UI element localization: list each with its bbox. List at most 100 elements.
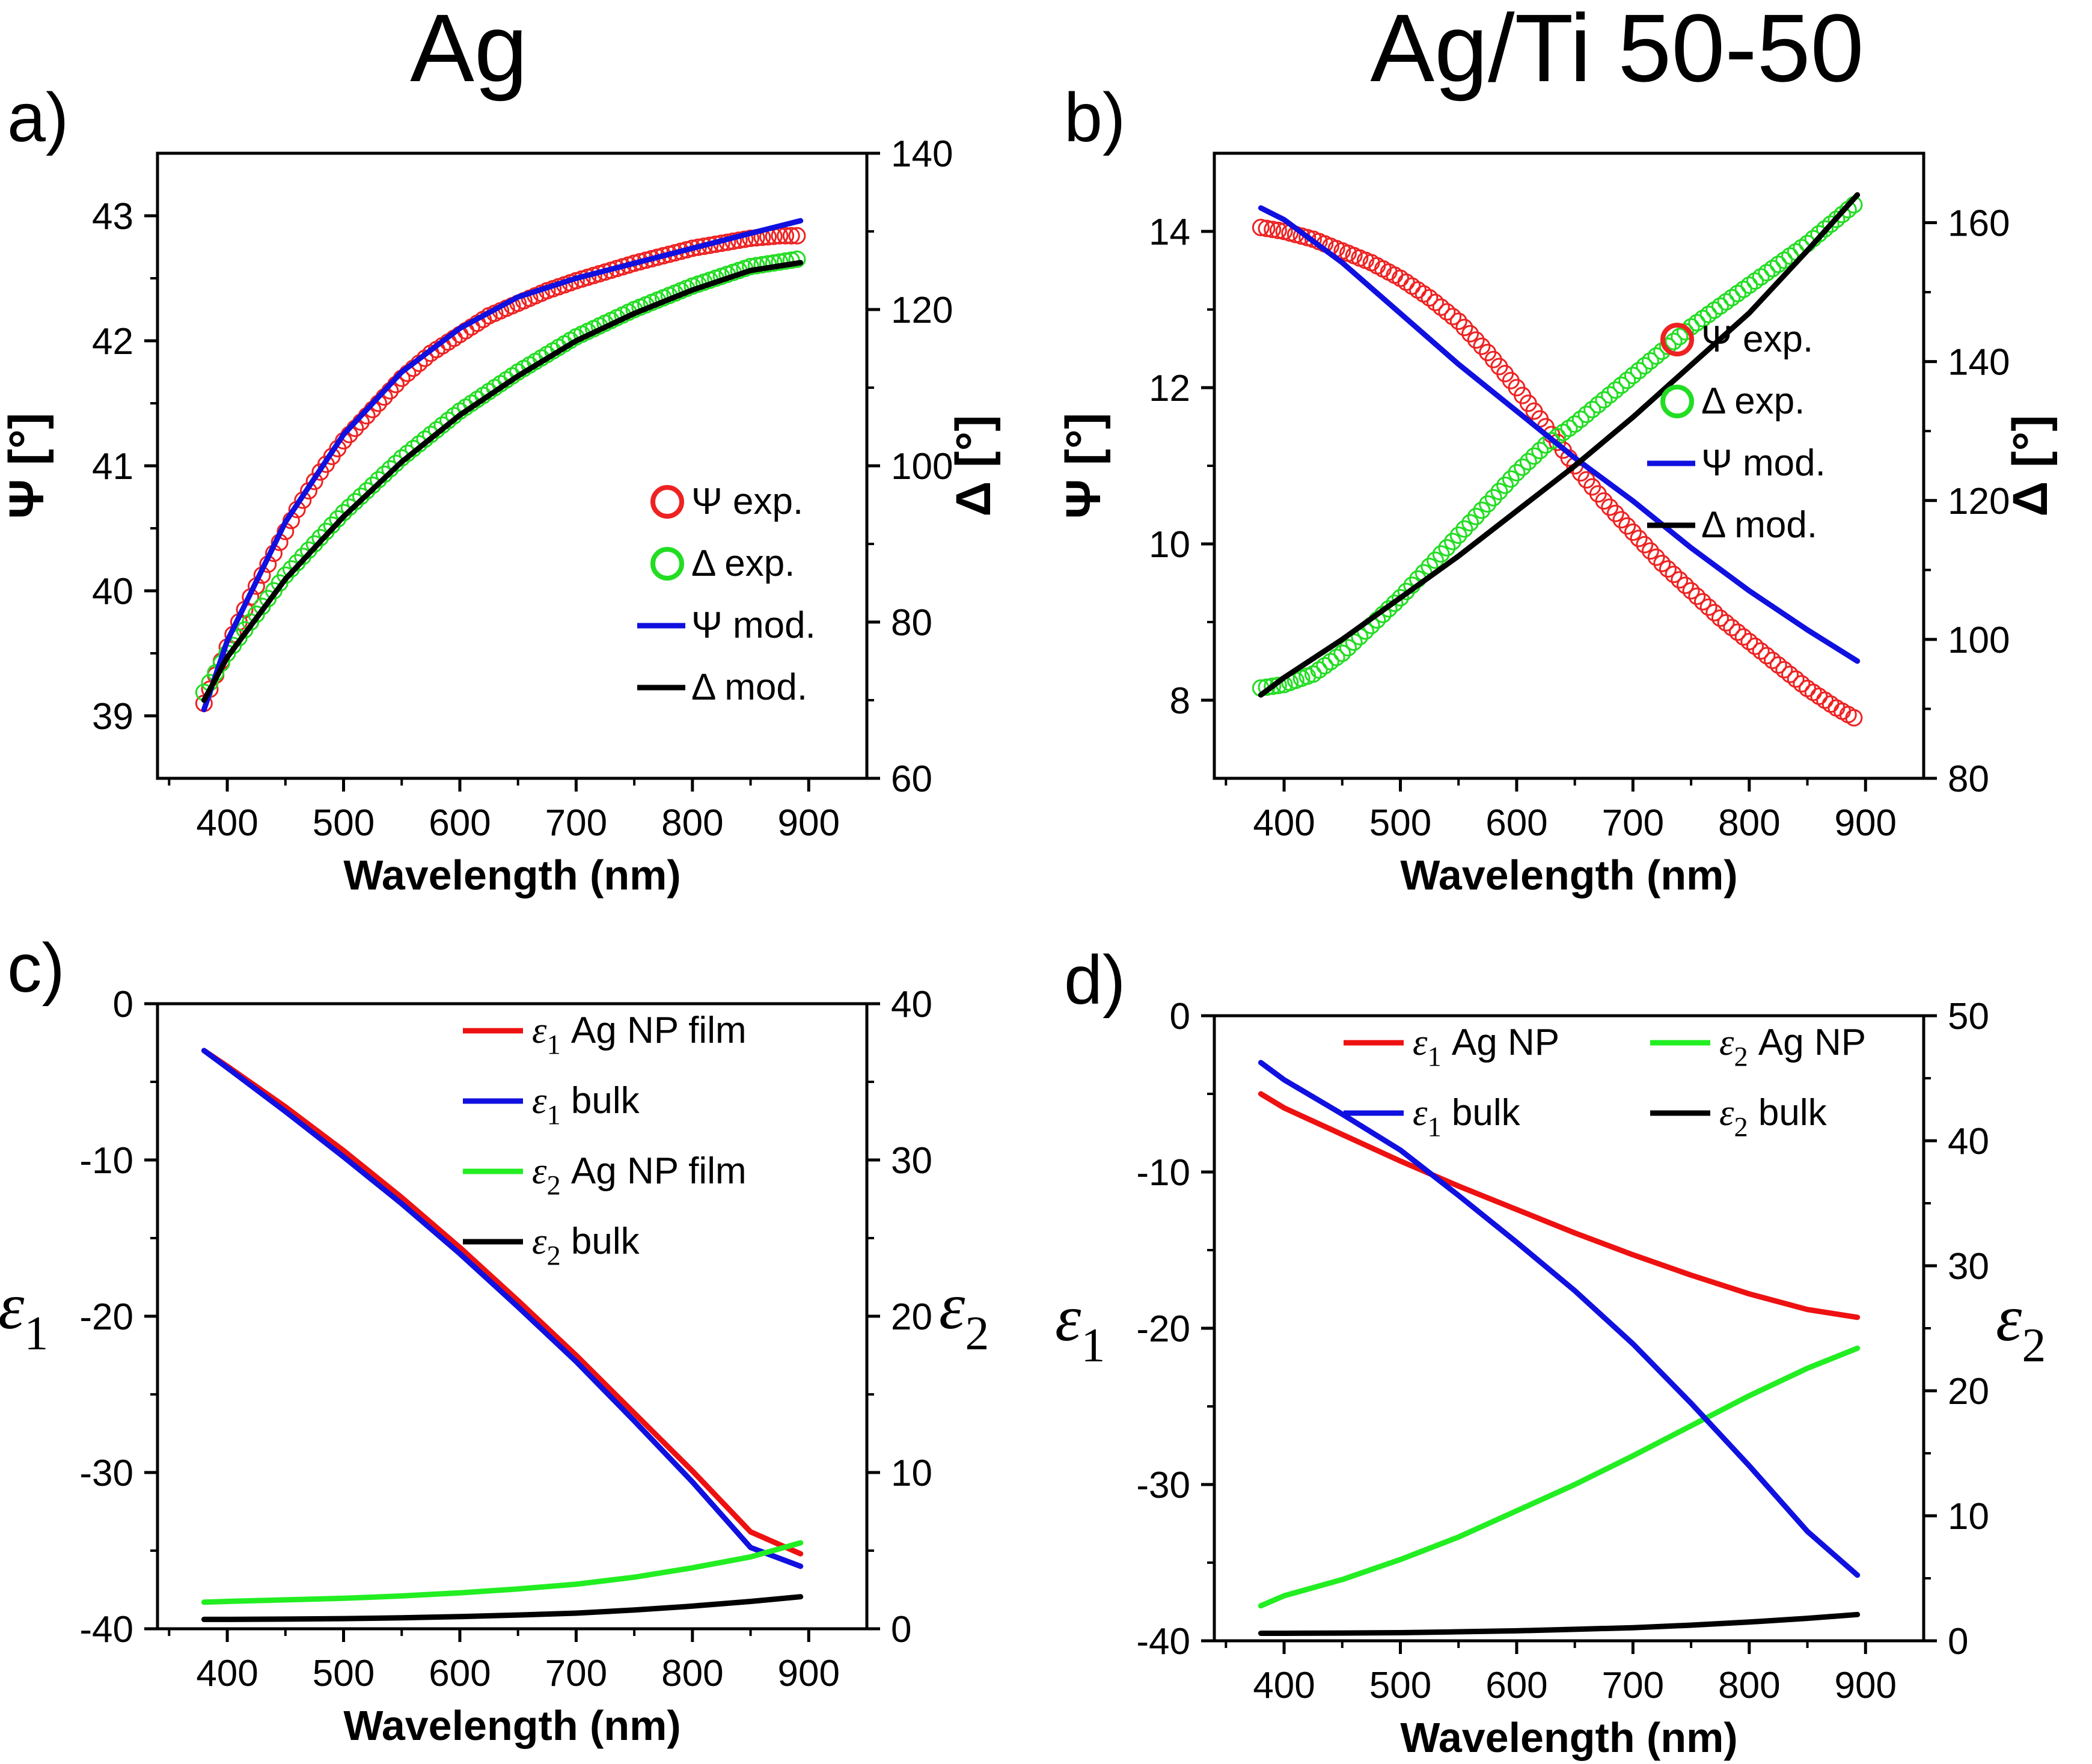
legend: Ψ exp. Δ exp. Ψ mod. Δ mod. [1647,319,1826,546]
y2-tick-label: 20 [891,1296,932,1338]
series-line [201,218,804,713]
x-tick-label: 400 [1253,1665,1315,1706]
panel-label: a) [7,79,69,156]
data-point [1258,219,1276,237]
panel-c: c) 400 500 600 700 800 900 0 -10 -20 -30 -40 0 10 20 30… [0,930,989,1749]
x-tick-label: 800 [661,802,723,844]
data-point [1392,589,1410,607]
legend: ε1 Ag NP film ε1 bulk ε2 Ag NP film ε2 bulk [463,1010,747,1272]
data-point [1688,587,1706,605]
x-axis-label: Wavelength (nm) [343,1702,681,1749]
data-point [1671,571,1689,589]
data-point [1601,498,1619,516]
x-tick-label: 900 [778,802,840,844]
x-tick-label: 700 [545,1653,607,1694]
y-tick-label: 42 [92,321,133,362]
data-point [1734,280,1752,298]
data-point [1554,424,1572,442]
data-point [788,250,806,268]
y2-tick-label: 10 [1948,1496,1989,1537]
series-line [1258,1060,1861,1578]
data-point [1473,337,1491,355]
series-3 [1258,192,1861,698]
y-axis-label: ε1 [0,1269,48,1360]
legend-item: ε2 Ag NP [1650,1022,1866,1073]
y2-tick-label: 100 [891,446,953,487]
y-tick-label: -30 [79,1453,133,1494]
data-point [1519,453,1537,471]
data-point [1659,560,1677,578]
data-point [1676,323,1694,341]
x-tick-label: 400 [196,1653,258,1694]
data-point [1758,647,1776,665]
legend-text: Δ mod. [691,667,807,708]
series-line [201,260,804,703]
x-tick-label: 700 [545,802,607,844]
y-tick-label: 12 [1149,368,1190,409]
series-line [1258,205,1861,664]
series-line [1258,1345,1861,1609]
x-tick-label: 500 [1369,1665,1431,1706]
y-tick-label: 0 [1170,996,1190,1037]
y2-tick-label: 60 [891,758,932,800]
y2-tick-label: 40 [1948,1121,1989,1162]
data-point [1427,551,1445,569]
y-axis-label: Ψ [°] [1056,413,1111,519]
data-point [1845,709,1863,727]
y-tick-label: -20 [79,1296,133,1338]
legend-item: Ψ mod. [1647,442,1826,484]
series-line [201,1594,804,1622]
y2-tick-label: 140 [1948,342,2010,383]
legend-item: ε2 bulk [463,1221,640,1272]
data-point [1752,642,1770,660]
y-tick-label: 41 [92,446,133,487]
data-point [1723,288,1741,307]
data-point [1665,332,1683,350]
data-point [1427,293,1445,311]
data-point [1717,614,1735,632]
data-point [1449,526,1467,545]
data-point [1636,357,1654,375]
legend: Ψ exp. Δ exp. Ψ mod. Δ mod. [637,481,816,708]
data-point [1740,633,1758,650]
y2-tick-label: 10 [891,1453,932,1494]
x-tick-label: 400 [1253,802,1315,844]
legend-text: ε2 bulk [1719,1092,1827,1143]
data-point [1386,594,1404,612]
data-point [1775,251,1793,269]
data-point [1461,325,1479,343]
legend-item: ε1 bulk [463,1080,640,1131]
data-point [1821,215,1840,233]
series-2 [201,218,804,713]
data-point [1764,260,1782,278]
legend-text: ε1 bulk [1413,1092,1521,1143]
data-point [1444,533,1462,551]
data-point [1793,675,1811,693]
legend-item: Ψ exp. [650,481,803,522]
y-tick-label: 0 [113,984,133,1025]
x-tick-label: 900 [1835,802,1897,844]
y-tick-label: 14 [1149,212,1190,253]
data-point [1769,656,1787,674]
series-1 [201,1048,804,1569]
series-line [201,1048,804,1569]
data-point [1479,495,1497,513]
data-point [1746,637,1764,655]
legend-text: ε1 Ag NP film [532,1010,747,1061]
y2-tick-label: 40 [891,984,932,1025]
legend-text: Δ mod. [1701,504,1817,546]
data-point [1449,313,1467,330]
data-point [1421,289,1439,307]
series-line [1258,192,1861,698]
data-point [1699,305,1717,323]
x-axis-label: Wavelength (nm) [343,852,681,899]
data-point [1641,352,1659,370]
x-tick-label: 600 [429,802,491,844]
data-point [1612,376,1630,394]
y-axis-label: Ψ [°] [0,413,54,519]
data-point [1612,511,1630,529]
legend-item: Ψ mod. [637,605,816,646]
data-point [1705,301,1723,319]
data-point [1397,582,1415,600]
data-point [1827,210,1846,228]
